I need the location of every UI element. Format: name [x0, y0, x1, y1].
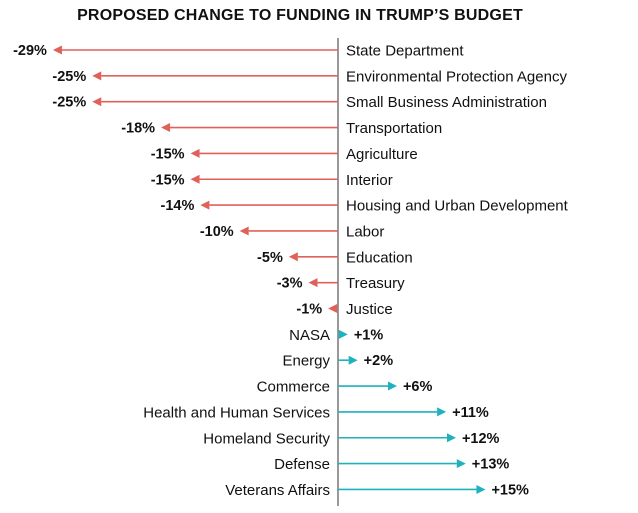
bar-arrow-head — [308, 278, 318, 288]
bar-arrow-head — [92, 71, 102, 81]
bar-arrow-head — [200, 200, 210, 210]
category-label: Energy — [282, 353, 330, 370]
bar-arrow-head — [456, 459, 466, 469]
bar-arrow-head — [92, 97, 102, 107]
data-label: -5% — [257, 250, 283, 266]
data-label: -25% — [52, 69, 86, 85]
category-label: Veterans Affairs — [225, 482, 330, 499]
data-label: -1% — [296, 302, 322, 318]
bar-arrow-head — [161, 123, 171, 133]
chart-title: PROPOSED CHANGE TO FUNDING IN TRUMP’S BU… — [77, 7, 523, 24]
category-label: Interior — [346, 172, 393, 189]
category-label: Housing and Urban Development — [346, 198, 569, 215]
category-label: NASA — [289, 327, 330, 344]
category-label: Environmental Protection Agency — [346, 68, 567, 85]
bar-arrow-head — [338, 329, 348, 339]
bar-arrow-head — [239, 226, 249, 236]
bar-arrow-head — [437, 407, 447, 417]
data-label: +13% — [472, 457, 510, 473]
category-label: Education — [346, 249, 413, 266]
data-label: +1% — [354, 327, 384, 343]
category-label: Transportation — [346, 120, 442, 137]
bar-arrow-head — [52, 45, 62, 55]
category-label: Treasury — [346, 275, 405, 292]
data-label: -3% — [277, 276, 303, 292]
data-label: -15% — [151, 146, 185, 162]
bar-arrow-head — [328, 304, 338, 313]
bar-arrow-head — [446, 433, 456, 443]
data-label: +15% — [491, 482, 529, 498]
category-label: Commerce — [257, 379, 330, 396]
data-label: +6% — [403, 379, 433, 395]
data-label: -15% — [151, 172, 185, 188]
category-label: Agriculture — [346, 146, 418, 163]
category-label: Defense — [274, 456, 330, 473]
data-label: -18% — [121, 121, 155, 137]
category-label: Health and Human Services — [143, 404, 330, 421]
data-label: -25% — [52, 95, 86, 111]
data-label: -29% — [13, 43, 47, 59]
category-label: Justice — [346, 301, 393, 318]
data-label: +2% — [364, 353, 394, 369]
category-label: Homeland Security — [203, 430, 330, 447]
bar-arrow-head — [190, 148, 200, 158]
bar-arrow-head — [348, 355, 358, 365]
bar-arrow-head — [476, 484, 486, 494]
bar-arrow-head — [387, 381, 397, 391]
bar-arrow-head — [190, 174, 200, 184]
data-label: +12% — [462, 431, 500, 447]
category-label: Small Business Administration — [346, 94, 547, 111]
data-label: -14% — [161, 198, 195, 214]
data-label: -10% — [200, 224, 234, 240]
category-label: Labor — [346, 223, 384, 240]
category-label: State Department — [346, 43, 464, 60]
data-label: +11% — [452, 405, 489, 421]
bar-arrow-head — [288, 252, 298, 262]
